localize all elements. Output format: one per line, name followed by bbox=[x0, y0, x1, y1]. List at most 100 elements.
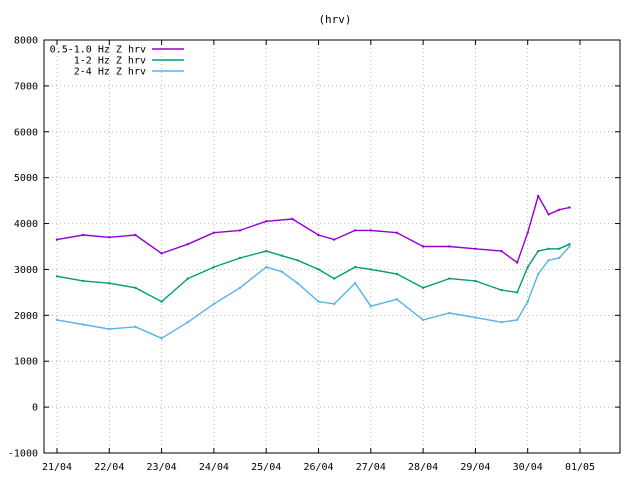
series-point bbox=[82, 233, 85, 237]
x-tick-label: 30/04 bbox=[513, 462, 543, 473]
series-point bbox=[369, 229, 372, 232]
series-point bbox=[395, 272, 399, 276]
series-point bbox=[568, 206, 571, 209]
series-point bbox=[238, 286, 242, 289]
series-point bbox=[55, 318, 59, 322]
axis-ticks: -1000 0 1000 2000 3000 4000 5000 6000 7000 8000 21… bbox=[8, 36, 620, 473]
series-point bbox=[395, 231, 399, 234]
series-point bbox=[369, 305, 372, 308]
series-point bbox=[557, 256, 561, 260]
series-point bbox=[160, 337, 163, 340]
series-point bbox=[265, 265, 268, 269]
series-point bbox=[557, 247, 561, 250]
plot-frame bbox=[43, 39, 621, 454]
series-point bbox=[369, 268, 372, 271]
grid-lines bbox=[44, 40, 620, 453]
y-tick-label: 0 bbox=[32, 403, 38, 414]
y-tick-label: -1000 bbox=[8, 449, 38, 460]
series-point bbox=[134, 233, 137, 237]
series-point bbox=[134, 286, 137, 289]
x-tick-label: 01/05 bbox=[565, 462, 595, 473]
series-point bbox=[160, 252, 163, 255]
series-line-2 bbox=[56, 246, 571, 339]
chart-title: (hrv) bbox=[318, 13, 351, 26]
series-point bbox=[448, 311, 451, 315]
series-point bbox=[265, 220, 268, 223]
series-point bbox=[82, 279, 85, 283]
series-point bbox=[421, 245, 425, 248]
series-point bbox=[333, 238, 336, 241]
y-tick-label: 4000 bbox=[14, 219, 38, 230]
series-point bbox=[500, 288, 503, 292]
series-point bbox=[212, 302, 216, 306]
series-point bbox=[134, 325, 137, 328]
x-tick-label: 26/04 bbox=[303, 462, 333, 473]
series-point bbox=[395, 298, 399, 301]
x-tick-label: 22/04 bbox=[94, 462, 124, 473]
series-point bbox=[516, 261, 519, 264]
series-point bbox=[160, 300, 163, 303]
y-tick-label: 5000 bbox=[14, 173, 38, 184]
series-point bbox=[537, 194, 540, 198]
series-point bbox=[291, 217, 294, 221]
series-point bbox=[55, 238, 59, 241]
series-point bbox=[296, 259, 299, 262]
series-point bbox=[238, 229, 242, 232]
series-point bbox=[537, 249, 540, 253]
series-point bbox=[280, 254, 284, 257]
series-point bbox=[238, 256, 242, 260]
series-point bbox=[474, 247, 477, 250]
series-point bbox=[353, 229, 357, 232]
series-point bbox=[353, 282, 357, 285]
y-tick-label: 2000 bbox=[14, 311, 38, 322]
series-point bbox=[547, 213, 550, 216]
series-point bbox=[516, 291, 519, 294]
series-point bbox=[353, 265, 357, 269]
series-point bbox=[474, 316, 477, 319]
series-point bbox=[55, 275, 59, 278]
series-point bbox=[333, 302, 336, 306]
series-point bbox=[108, 282, 111, 285]
series-point bbox=[526, 265, 529, 269]
legend-label: 0.5-1.0 Hz Z hrv bbox=[50, 45, 146, 56]
series-point bbox=[568, 243, 571, 246]
y-tick-label: 8000 bbox=[14, 36, 38, 47]
series-point bbox=[333, 277, 336, 280]
x-tick-label: 24/04 bbox=[199, 462, 229, 473]
series-point bbox=[212, 265, 216, 269]
series-point bbox=[568, 245, 571, 248]
series-point bbox=[82, 323, 85, 326]
x-tick-label: 21/04 bbox=[42, 462, 72, 473]
series-point bbox=[421, 318, 425, 322]
series-point bbox=[186, 277, 189, 280]
series-point bbox=[280, 270, 284, 273]
series-point bbox=[296, 282, 299, 285]
series-point bbox=[526, 231, 529, 234]
series-point bbox=[317, 268, 320, 271]
series-point bbox=[500, 321, 503, 324]
series-point bbox=[317, 300, 320, 303]
x-tick-label: 29/04 bbox=[460, 462, 490, 473]
series-point bbox=[186, 321, 189, 324]
series-point bbox=[557, 208, 561, 211]
series-line-1 bbox=[56, 243, 570, 303]
series-point bbox=[547, 259, 550, 262]
x-tick-label: 27/04 bbox=[356, 462, 386, 473]
series-point bbox=[265, 249, 268, 253]
y-tick-label: 6000 bbox=[14, 127, 38, 138]
series-point bbox=[108, 236, 111, 239]
series-point bbox=[421, 286, 425, 289]
series-point bbox=[500, 249, 503, 253]
series-point bbox=[108, 327, 111, 331]
y-tick-label: 1000 bbox=[14, 357, 38, 368]
x-tick-label: 23/04 bbox=[147, 462, 177, 473]
legend-label: 2-4 Hz Z hrv bbox=[74, 67, 146, 78]
series-point bbox=[212, 231, 216, 234]
series-point bbox=[317, 233, 320, 237]
series-point bbox=[474, 279, 477, 283]
series-point bbox=[526, 300, 529, 303]
x-tick-label: 25/04 bbox=[251, 462, 281, 473]
x-tick-label: 28/04 bbox=[408, 462, 438, 473]
